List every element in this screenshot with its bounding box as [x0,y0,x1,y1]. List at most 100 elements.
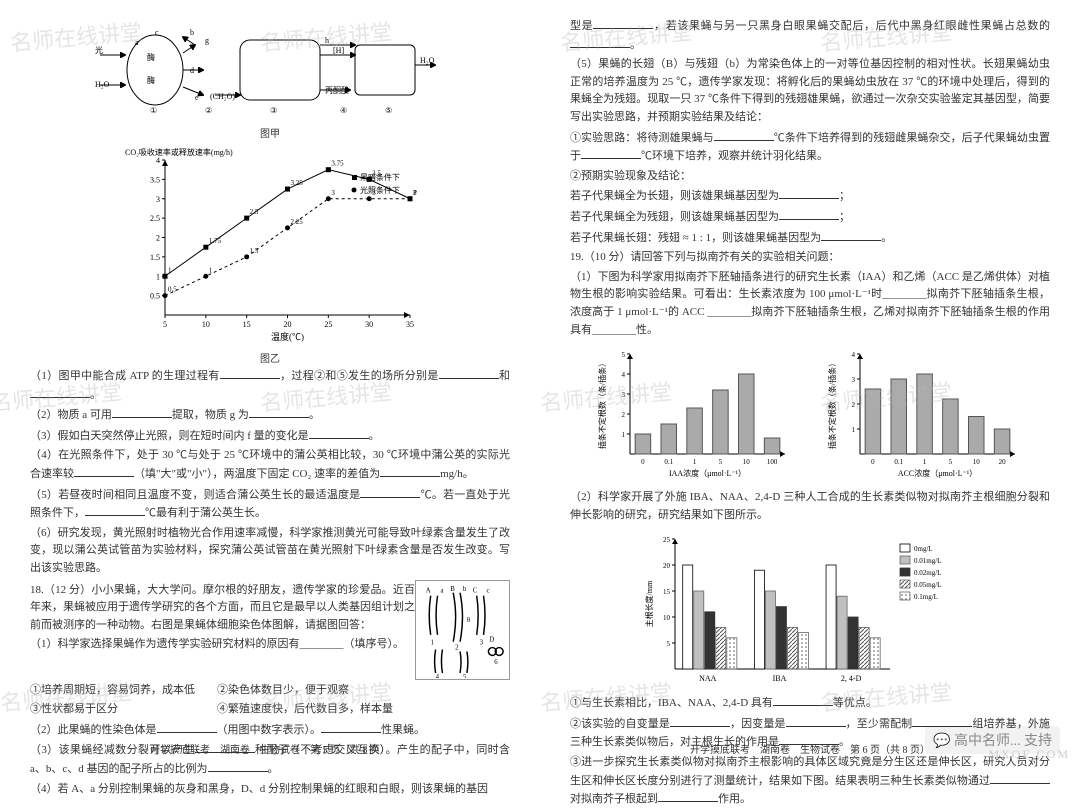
svg-text:0: 0 [871,458,875,466]
svg-text:3: 3 [331,189,335,197]
svg-text:15: 15 [243,320,251,329]
svg-text:20: 20 [999,458,1007,466]
svg-text:③: ③ [270,106,277,115]
label-h2o-r: H₂O [420,56,435,65]
svg-text:2, 4-D: 2, 4-D [841,674,862,683]
svg-text:d: d [190,66,194,75]
svg-text:5: 5 [163,320,167,329]
svg-text:0mg/L: 0mg/L [914,545,933,553]
left-questions: （1）图甲中能合成 ATP 的生理过程有，过程②和⑤发生的场所分别是和。（2）物… [30,367,510,578]
svg-text:0: 0 [641,458,645,466]
svg-text:1: 1 [209,266,213,274]
svg-text:4: 4 [852,351,856,359]
svg-text:b: b [190,28,194,37]
blank [786,715,846,727]
svg-text:温度(℃): 温度(℃) [271,331,304,342]
svg-text:1.5: 1.5 [150,253,160,262]
svg-text:1: 1 [923,458,927,466]
svg-text:2.25: 2.25 [291,218,304,226]
svg-text:a: a [135,38,139,47]
chromosome-diagram: Aa Bb Cc D 123 456 θ [415,580,510,680]
q18-opts: ①培养周期短，容易饲养，成本低 ②染色体数目少，便于观察③性状都易于区分 ④繁殖… [30,682,510,799]
svg-text:15: 15 [663,588,671,596]
svg-text:2: 2 [455,644,459,651]
svg-text:4: 4 [622,371,626,379]
svg-text:光照条件下: 光照条件下 [360,185,400,195]
svg-text:⑤: ⑤ [385,106,392,115]
svg-text:5: 5 [463,673,467,678]
blank [85,504,145,516]
svg-text:30: 30 [365,320,373,329]
svg-text:3: 3 [156,195,160,204]
blank [773,694,833,706]
svg-text:1.5: 1.5 [250,247,259,255]
svg-text:10: 10 [743,458,751,466]
blank [821,229,881,241]
svg-text:1.75: 1.75 [209,237,222,245]
svg-text:5: 5 [622,351,626,359]
q19-head: 19.（10 分）请回答下列与拟南芥有关的实验相关问题： [570,249,1050,267]
svg-text:④: ④ [340,106,347,115]
grouped-bar-chart: 510152025NAAIBA2, 4-D主根长度/mm0mg/L0.01mg/… [640,529,980,689]
svg-text:ACC浓度（μmol·L⁻¹）: ACC浓度（μmol·L⁻¹） [898,468,977,478]
svg-text:5: 5 [667,640,671,648]
mxqe-watermark: MXQE.COM [988,747,1070,762]
blank [360,486,420,498]
svg-text:0.5: 0.5 [150,292,160,301]
svg-text:2: 2 [622,411,626,419]
svg-text:3.75: 3.75 [331,160,344,168]
svg-text:2.5: 2.5 [250,208,259,216]
iaa-chart: 1234500.11510100IAA浓度（μmol·L⁻¹）插条不定根数（条/… [595,344,795,484]
blank [208,760,268,772]
svg-text:2: 2 [156,234,160,243]
svg-text:c: c [155,28,159,37]
svg-text:插条不定根数（条/插条）: 插条不定根数（条/插条） [597,359,607,449]
svg-text:5: 5 [719,458,723,466]
co2-chart: 0.511.522.533.545101520253035温度(℃)CO₂吸收速… [120,145,420,345]
q18-block: 18.（12 分）小小果蝇，大大学问。摩尔根的好朋友，遗传学家的珍爱品。近百年来… [30,580,510,680]
blank [112,406,172,418]
svg-text:0.1: 0.1 [664,458,673,466]
label-mei1: 酶 [147,52,155,62]
svg-text:D: D [489,636,494,643]
blank [249,406,309,418]
blank [714,129,774,141]
blank [439,367,499,379]
svg-text:g: g [205,36,209,45]
blank [779,208,839,220]
blank [779,187,839,199]
svg-text:35: 35 [406,320,414,329]
svg-text:0.1mg/L: 0.1mg/L [914,593,938,601]
svg-text:e: e [195,93,199,102]
svg-text:3.25: 3.25 [291,179,304,187]
svg-text:②: ② [205,106,212,115]
svg-text:C: C [473,587,478,594]
svg-text:100: 100 [767,458,778,466]
svg-text:0.05mg/L: 0.05mg/L [914,581,941,589]
metabolism-diagram: 光 H₂O 酶 酶 (CH₂O) 丙酮酸 [H] H₂O cbg ade h ①… [95,25,445,115]
svg-text:2.5: 2.5 [150,214,160,223]
svg-text:3: 3 [852,376,856,384]
svg-text:1: 1 [431,639,435,646]
blank [380,465,440,477]
svg-text:25: 25 [324,320,332,329]
svg-text:0.02mg/L: 0.02mg/L [914,569,941,577]
svg-text:25: 25 [663,536,671,544]
blank [658,790,718,802]
label-cho: (CH₂O) [210,92,235,101]
left-page: 光 H₂O 酶 酶 (CH₂O) 丙酮酸 [H] H₂O cbg ade h ①… [0,0,540,764]
svg-text:10: 10 [973,458,981,466]
left-footer: 开学摸底联考 湖南卷 生物试卷 第 5 页（共 8 页） [0,741,540,756]
svg-text:①: ① [150,106,157,115]
svg-text:1: 1 [156,272,160,281]
blank [593,17,653,29]
svg-text:a: a [440,587,443,594]
q18-1: （1）科学家选择果蝇作为遗传学实验研究材料的原因有________（填序号）。 [30,636,415,654]
diagram1-caption: 图甲 [30,125,510,140]
svg-text:IAA浓度（μmol·L⁻¹）: IAA浓度（μmol·L⁻¹） [669,468,746,478]
blank [30,386,90,398]
svg-text:6: 6 [494,659,498,666]
label-pyruvate: 丙酮酸 [325,85,349,95]
svg-text:4: 4 [156,156,160,165]
svg-text:2: 2 [852,401,856,409]
